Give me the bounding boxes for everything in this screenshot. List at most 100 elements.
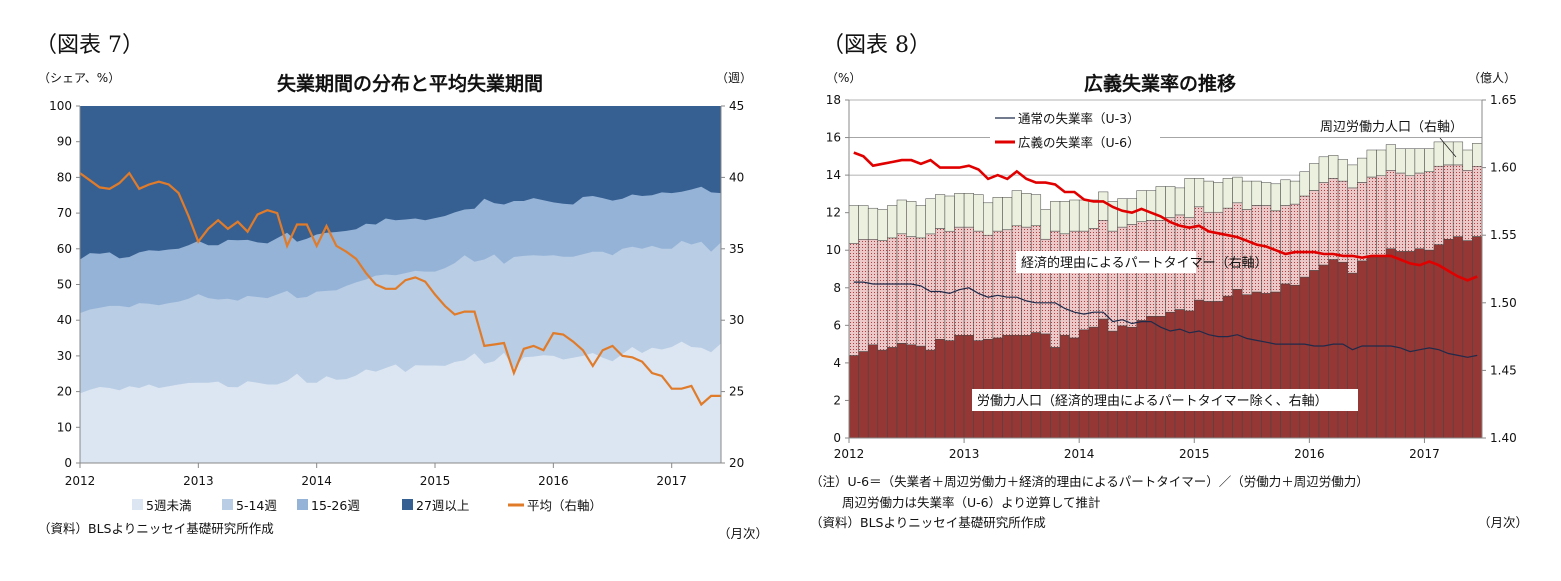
bar-marginal-labor [925, 198, 936, 235]
bar-marginal-labor [848, 205, 859, 244]
legend-label: 5-14週 [236, 498, 277, 513]
plot-area [848, 99, 1483, 439]
bar-part-time-economic [1366, 176, 1377, 258]
y-axis-label: （シェア、%） [38, 71, 120, 85]
bar-part-time-economic [1462, 170, 1473, 241]
bar-labor-force [1098, 318, 1109, 439]
bar-part-time-economic [1452, 164, 1464, 237]
bar-labor-force [1213, 301, 1224, 439]
legend: 5週未満 5-14週 15-26週 27週以上 平均（右軸） [132, 498, 602, 513]
bar-part-time-economic [1251, 205, 1262, 293]
bar-labor-force [1299, 276, 1310, 439]
bar-part-time-economic [1328, 178, 1339, 260]
bar-marginal-labor [1366, 149, 1377, 178]
annotation-background [1016, 251, 1196, 273]
y-axis-label: （%） [826, 71, 861, 85]
bar-part-time-economic [1414, 172, 1425, 249]
u6-line [853, 151, 1478, 282]
bar-labor-force [896, 343, 907, 439]
bar-marginal-labor [1414, 148, 1425, 174]
y2-tick-label: 1.55 [1490, 228, 1517, 242]
bar-marginal-labor [1376, 149, 1387, 176]
bar-part-time-economic [848, 243, 859, 356]
y-tick-label: 18 [826, 93, 841, 107]
bar-labor-force [1280, 283, 1291, 439]
axes: 0 10 20 30 40 50 60 70 80 90 100 20 25 30 35 40 45 2012 20… [49, 99, 744, 488]
bar-marginal-labor [1098, 191, 1109, 221]
bar-part-time-economic [992, 230, 1003, 339]
bar-part-time-economic [1011, 225, 1022, 336]
legend-label: 平均（右軸） [527, 498, 602, 513]
bar-part-time-economic [1443, 164, 1454, 240]
bar-part-time-economic [1405, 175, 1416, 252]
bar-labor-force [1194, 299, 1205, 439]
note-line: （注）U-6＝（失業者＋周辺労働力＋経済的理由によるパートタイマー）／（労働力＋… [810, 474, 1369, 489]
bar-labor-force [1347, 272, 1358, 439]
y2-axis-label: （億人） [1468, 71, 1516, 85]
bar-marginal-labor [1251, 180, 1262, 206]
bar-part-time-economic [1059, 233, 1070, 336]
y-tick-label: 0 [64, 456, 72, 470]
bar-labor-force [848, 355, 859, 439]
bar-labor-force [1366, 256, 1377, 439]
bar-marginal-labor [992, 197, 1003, 232]
annotation-labor-force: 労働力人口（経済的理由によるパートタイマー除く、右軸） [977, 393, 1328, 409]
y-tick-label: 12 [826, 206, 841, 220]
y-tick-label: 100 [49, 99, 72, 113]
bar-labor-force [1059, 334, 1070, 439]
y-tick-label: 30 [57, 349, 72, 363]
bar-marginal-labor [1299, 171, 1310, 197]
annotation-arrow [1439, 137, 1457, 158]
bar-labor-force [1472, 236, 1483, 439]
bar-part-time-economic [1030, 225, 1042, 333]
bar-marginal-labor [1452, 141, 1464, 166]
bar-marginal-labor [1385, 144, 1396, 171]
bar-marginal-labor [1405, 148, 1416, 176]
x-axis-label: （月次） [1478, 515, 1528, 530]
bar-labor-force [1357, 260, 1368, 439]
plot-area [79, 106, 721, 463]
bar-marginal-labor [1241, 180, 1253, 210]
x-tick-label: 2012 [834, 447, 865, 461]
bar-labor-force [1424, 249, 1435, 439]
bar-labor-force [1414, 248, 1425, 439]
bar-labor-force [1385, 248, 1396, 439]
figure-label: （図表 8） [822, 33, 931, 58]
x-tick-label: 2013 [949, 447, 980, 461]
bar-marginal-labor [1174, 187, 1185, 216]
y2-tick-label: 1.50 [1490, 296, 1517, 310]
x-axis-label: （月次） [718, 526, 768, 541]
chart-title: 広義失業率の推移 [1084, 72, 1236, 95]
bar-part-time-economic [1078, 230, 1090, 331]
chart-title: 失業期間の分布と平均失業期間 [277, 72, 543, 95]
annotation-part-time: 経済的理由によるパートタイマー（右軸） [1021, 255, 1268, 271]
bar-part-time-economic [1357, 182, 1368, 262]
bar-marginal-labor [983, 202, 994, 236]
y2-axis-label: （週） [716, 71, 752, 85]
x-tick-label: 2016 [538, 474, 569, 488]
bar-labor-force [1261, 293, 1272, 439]
y-tick-label: 60 [57, 242, 72, 256]
bar-part-time-economic [1347, 187, 1358, 274]
bar-part-time-economic [973, 230, 984, 341]
legend-label: 27週以上 [416, 498, 469, 513]
bar-part-time-economic [1107, 230, 1118, 332]
bar-part-time-economic [896, 233, 907, 344]
bar-marginal-labor [1002, 197, 1013, 230]
y2-tick-label: 25 [729, 385, 744, 399]
bar-labor-force [1002, 334, 1013, 439]
bar-marginal-labor [1222, 178, 1233, 209]
bar-part-time-economic [1021, 226, 1032, 336]
bar-marginal-labor [1040, 209, 1051, 240]
legend-background [990, 106, 1160, 154]
x-tick-label: 2014 [1064, 447, 1095, 461]
bar-labor-force [935, 339, 946, 439]
bar-labor-force [915, 345, 926, 439]
bar-labor-force [1136, 320, 1147, 439]
y-tick-label: 40 [57, 313, 72, 327]
bar-labor-force [1452, 236, 1464, 439]
bar-labor-force [1395, 251, 1406, 439]
bar-labor-force [1405, 251, 1416, 439]
bar-marginal-labor [1289, 180, 1301, 205]
x-tick-label: 2015 [420, 474, 451, 488]
